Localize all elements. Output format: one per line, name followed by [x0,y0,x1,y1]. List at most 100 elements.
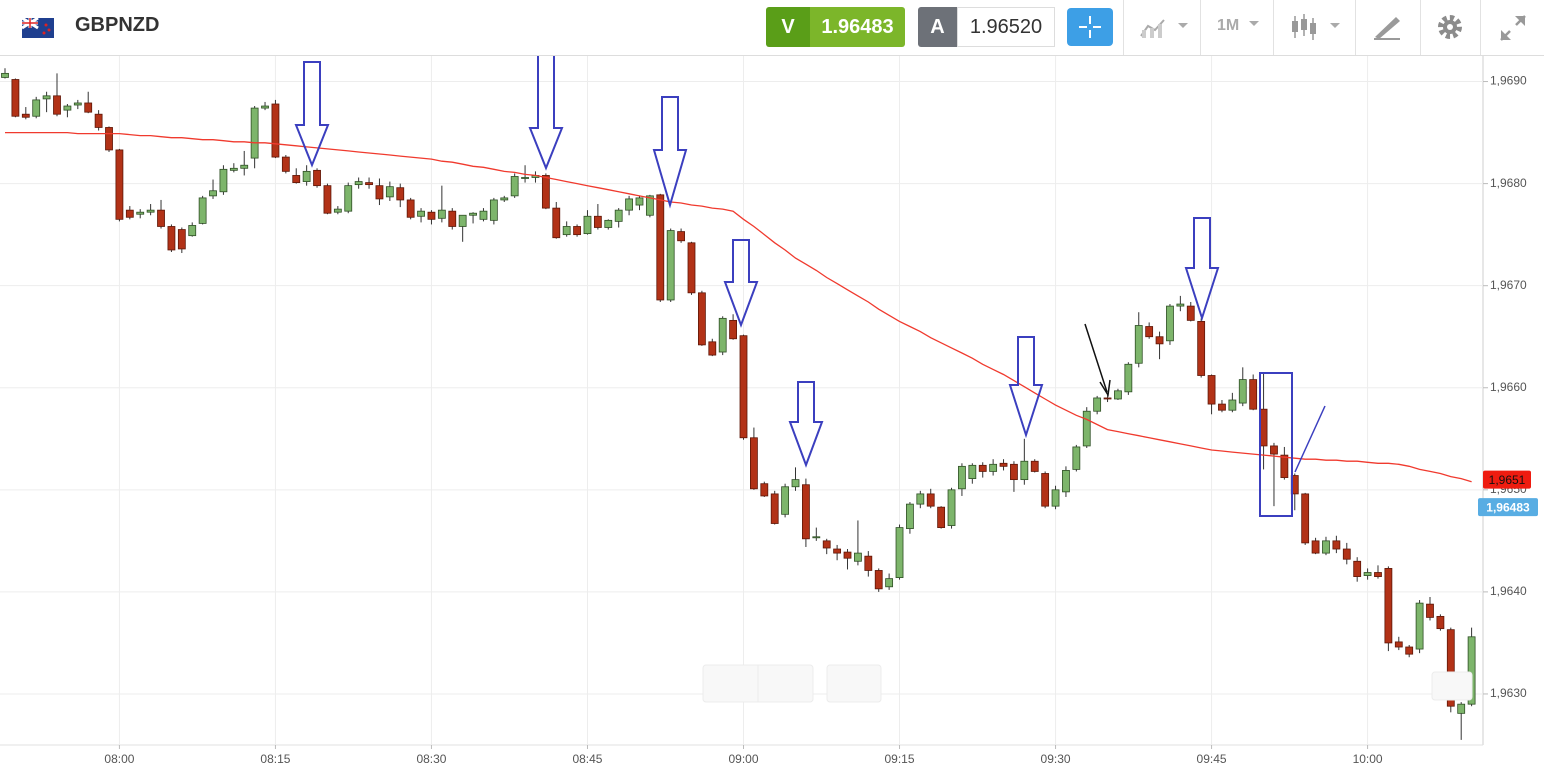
candle-body [365,182,373,186]
price-tags: 1,9651 1,96483 [1478,470,1538,517]
candle-body [188,225,197,237]
x-tick-label: 09:15 [885,752,915,766]
candle-body [1457,703,1466,714]
annotation-arrow [1008,336,1044,439]
annotation-arrow [528,51,564,171]
candle-body [1041,473,1050,507]
candle-body [125,209,134,218]
candle-body [313,169,321,187]
expand-button[interactable] [1498,13,1528,43]
annotation-arrow-black [1084,323,1108,393]
separator [1355,0,1356,55]
candle-body [375,185,384,200]
y-tick-label: 1,9630 [1490,686,1527,700]
candle-body [1342,548,1351,560]
candle-body [1280,454,1289,478]
candle-body [812,536,821,539]
candle-body [437,209,446,219]
chart-type-button[interactable] [1138,14,1194,40]
candle-body [583,215,592,235]
candle-body [1415,602,1424,650]
candle-body [32,99,41,117]
candle-body [822,540,831,549]
x-tick-label: 08:00 [104,752,134,766]
candle-body [261,105,269,109]
candle-body [354,181,363,186]
candle-body [562,226,571,236]
timeframe-caret[interactable] [1248,20,1262,30]
candle-body [718,317,727,353]
candle-body [136,211,145,215]
price-tag-label: 1,96483 [1486,500,1530,514]
x-tick-label: 08:30 [416,752,446,766]
separator [1123,0,1124,55]
candle-body [625,198,633,211]
candle-body [1134,325,1143,364]
candle-body [1249,379,1258,410]
buy-label[interactable]: A [918,7,957,47]
overlay-button[interactable] [826,664,882,703]
annotation-arrow [652,96,688,209]
candle-body [729,319,737,340]
candle-body [1405,646,1414,655]
candle-body [1426,603,1434,618]
separator [1273,0,1274,55]
candle-body [1363,572,1372,576]
overlay-button[interactable] [1431,671,1473,701]
candle-body [385,186,394,198]
candle-body [1218,403,1226,411]
y-tick-label: 1,9640 [1490,584,1527,598]
x-tick-label: 08:15 [260,752,290,766]
candle-body [708,341,717,356]
grid: 1,96301,96401,96501,96601,96701,96801,96… [0,55,1527,766]
crosshair-button[interactable] [1067,8,1113,46]
candle-body [1020,460,1029,481]
timeframe[interactable]: 1M [1217,17,1240,34]
candle-body [1155,336,1164,345]
candle-body [219,168,228,193]
candle-body [458,214,467,227]
candle-body [645,195,654,216]
candle-body [1166,305,1174,342]
candle-body [1301,493,1310,544]
sell-label[interactable]: V [766,7,810,47]
x-tick-label: 09:30 [1041,752,1071,766]
sell-price[interactable]: 1.96483 [810,7,905,47]
y-tick-label: 1,9660 [1490,380,1527,394]
separator [1200,0,1201,55]
candle-body [21,113,30,118]
candle-body [874,570,883,590]
candle-body [250,107,259,159]
candle-body [760,483,769,497]
moving-average-line [5,131,1472,483]
candle-body [843,551,852,559]
candle-body [1228,399,1237,411]
candle-body [292,175,301,183]
candle-body [989,463,998,472]
candle-body [469,212,477,216]
candle-body [978,464,987,472]
candle-body [1114,390,1122,400]
draw-button[interactable] [1372,13,1402,41]
annotations [294,51,1326,517]
price-tag [1483,470,1531,489]
candle-body [271,103,280,158]
candle-body [999,462,1008,467]
annotation-box [1259,372,1293,517]
candle-body [417,210,425,217]
candle-body [552,207,561,239]
candle-body [1374,572,1382,577]
candle-body [947,489,956,526]
settings-button[interactable] [1436,13,1464,41]
buy-price[interactable]: 1.96520 [957,7,1055,47]
candle-body [1103,397,1112,400]
candle-body [427,211,436,220]
annotation-arrow [1184,217,1220,322]
candles-button[interactable] [1290,12,1346,42]
candle-body [906,503,914,530]
candle-body [1467,636,1476,705]
overlay-buttons [702,664,1473,703]
candle-body [448,210,457,227]
candle-body [593,215,602,228]
